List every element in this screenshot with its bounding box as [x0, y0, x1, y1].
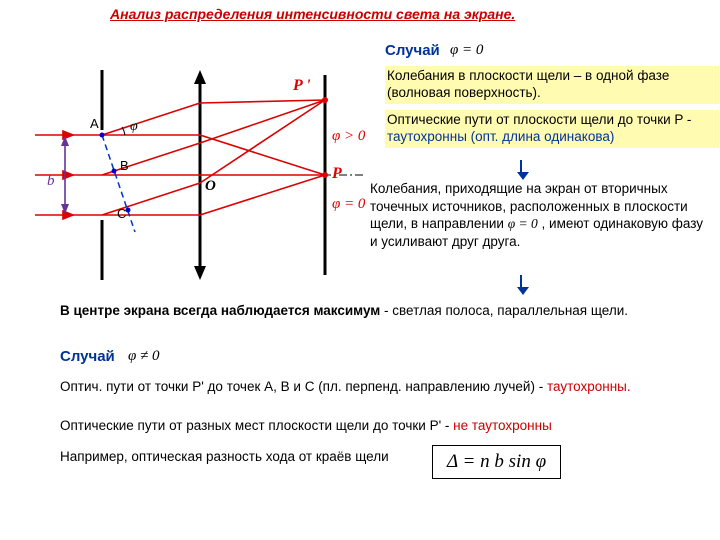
paragraph-2: Оптич. пути от точки P' до точек A, B и …: [60, 378, 700, 396]
para2-a: Оптич. пути от точки P' до точек A, B и …: [60, 379, 547, 394]
yellow-box-2: Оптические пути от плоскости щели до точ…: [385, 110, 719, 148]
case2-label: Случай: [60, 348, 115, 365]
svg-text:O: O: [205, 178, 216, 194]
svg-text:C: C: [117, 206, 126, 221]
arrow-down-1: [520, 160, 522, 174]
formula-box: Δ = n b sin φ: [432, 445, 561, 479]
svg-text:P: P: [331, 165, 342, 182]
case1-phi: φ = 0: [450, 42, 483, 59]
svg-text:P ': P ': [292, 77, 311, 94]
optics-diagram: A B C b φ O P P ' φ > 0 φ = 0: [35, 60, 365, 290]
para1-phi: φ = 0: [508, 216, 538, 231]
svg-text:φ = 0: φ = 0: [332, 196, 365, 212]
svg-text:φ > 0: φ > 0: [332, 128, 365, 144]
svg-text:B: B: [120, 158, 129, 173]
para3-a: Оптические пути от разных мест плоскости…: [60, 418, 453, 433]
arrow-down-2: [520, 275, 522, 289]
paragraph-center: В центре экрана всегда наблюдается макси…: [60, 302, 680, 320]
svg-text:b: b: [47, 173, 55, 189]
yb2-text-b: таутохронны (опт. длина одинакова): [387, 129, 614, 144]
case2-phi: φ ≠ 0: [128, 348, 160, 365]
para3-b: не таутохронны: [453, 418, 552, 433]
case1-label: Случай: [385, 42, 440, 59]
center-bold: В центре экрана всегда наблюдается макси…: [60, 303, 380, 318]
page-title: Анализ распределения интенсивности света…: [110, 6, 515, 22]
paragraph-1: Колебания, приходящие на экран от вторич…: [370, 180, 710, 250]
center-rest: - светлая полоса, параллельная щели.: [380, 303, 628, 318]
paragraph-3: Оптические пути от разных мест плоскости…: [60, 418, 700, 433]
svg-text:A: A: [90, 116, 99, 131]
svg-text:φ: φ: [130, 119, 138, 134]
yb2-text-a: Оптические пути от плоскости щели до точ…: [387, 112, 691, 127]
para2-b: таутохронны.: [547, 379, 631, 394]
paragraph-4: Например, оптическая разность хода от кр…: [60, 448, 420, 466]
yellow-box-1: Колебания в плоскости щели – в одной фаз…: [385, 66, 719, 104]
